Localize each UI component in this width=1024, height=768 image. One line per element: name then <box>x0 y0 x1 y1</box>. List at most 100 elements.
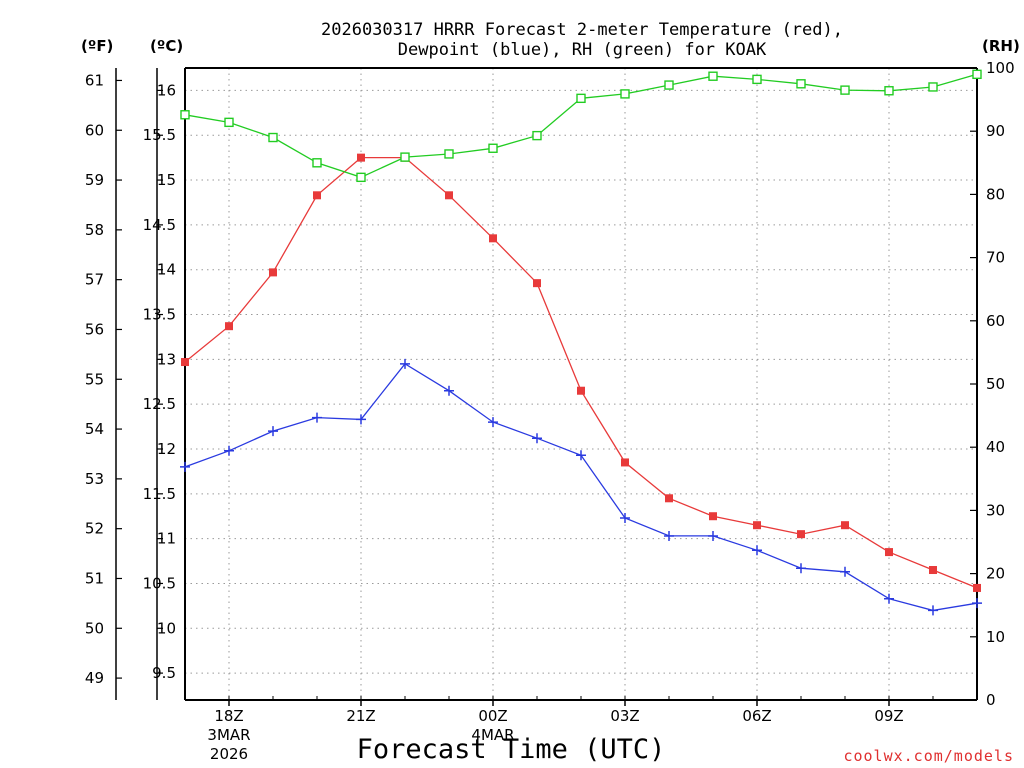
rh-tick-label: 20 <box>986 565 1005 583</box>
rh-point <box>532 130 542 141</box>
rh-tick-label: 0 <box>986 691 996 709</box>
celsius-axis-unit: (ºC) <box>150 37 183 55</box>
temperature-point <box>665 494 673 503</box>
dewpoint-point <box>224 445 234 456</box>
dewpoint-point <box>356 414 366 425</box>
rh-point <box>180 110 190 120</box>
x-axis-label: Forecast Time (UTC) <box>357 734 666 765</box>
fahrenheit-tick-label: 51 <box>85 569 104 587</box>
dewpoint-point <box>400 358 410 369</box>
rh-tick-label: 10 <box>986 628 1005 646</box>
temperature-point <box>181 358 189 367</box>
rh-point <box>312 158 322 168</box>
celsius-tick-label: 12 <box>157 440 176 458</box>
celsius-tick-label: 10 <box>157 619 176 637</box>
fahrenheit-tick-label: 59 <box>85 171 104 189</box>
fahrenheit-tick-label: 49 <box>85 669 104 687</box>
x-tick-label: 06Z <box>742 707 771 725</box>
dewpoint-point <box>884 593 894 604</box>
chart-title: 2026030317 HRRR Forecast 2-meter Tempera… <box>321 20 843 60</box>
fahrenheit-tick-label: 56 <box>85 320 104 338</box>
temperature-point <box>445 191 453 200</box>
celsius-tick-label: 9.5 <box>152 664 176 682</box>
temperature-point <box>225 322 233 331</box>
rh-point <box>488 143 498 153</box>
x-tick-label: 21Z <box>346 707 375 725</box>
rh-tick-label: 80 <box>986 185 1005 203</box>
grid-lines <box>185 68 977 700</box>
rh-point <box>928 82 938 92</box>
celsius-tick-label: 10.5 <box>143 574 176 592</box>
celsius-tick-label: 16 <box>157 81 176 99</box>
rh-point <box>664 80 674 90</box>
dewpoint-point <box>576 450 586 461</box>
celsius-tick-label: 13 <box>157 350 176 368</box>
rh-tick-label: 50 <box>986 375 1005 393</box>
celsius-tick-label: 15 <box>157 171 176 189</box>
temperature-point <box>709 512 717 521</box>
dewpoint-point <box>312 412 322 423</box>
rh-point <box>972 69 982 80</box>
rh-tick-label: 30 <box>986 501 1005 519</box>
temperature-point <box>269 268 277 277</box>
rh-tick-label: 70 <box>986 249 1005 267</box>
dewpoint-point <box>444 385 454 396</box>
x-tick-date-label: 2026 <box>210 745 248 763</box>
fahrenheit-tick-label: 54 <box>85 420 104 438</box>
rh-axis-unit: (RH) <box>982 37 1020 55</box>
dewpoint-point <box>752 545 762 556</box>
dewpoint-point <box>840 566 850 577</box>
temperature-point <box>841 521 849 530</box>
axes: 9.5 10 10.5 11 11.5 12 12.5 13 13.5 14 14.5 15 15.5 1… <box>85 59 1015 763</box>
credit-text: coolwx.com/models <box>843 747 1014 765</box>
x-tick-label: 09Z <box>874 707 903 725</box>
dewpoint-point <box>488 417 498 428</box>
temperature-point <box>973 583 981 592</box>
rh-point <box>884 86 894 96</box>
fahrenheit-tick-label: 53 <box>85 470 104 488</box>
rh-point <box>708 71 718 81</box>
celsius-tick-label: 14.5 <box>143 216 176 234</box>
chart-title-line-1: 2026030317 HRRR Forecast 2-meter Tempera… <box>321 20 843 40</box>
fahrenheit-tick-label: 50 <box>85 619 104 637</box>
temperature-point <box>489 234 497 243</box>
rh-tick-label: 90 <box>986 122 1005 140</box>
temperature-point <box>885 548 893 557</box>
rh-point <box>268 132 278 143</box>
fahrenheit-tick-label: 61 <box>85 71 104 89</box>
temperature-point <box>797 530 805 539</box>
celsius-tick-label: 11 <box>157 530 176 548</box>
x-tick-label: 03Z <box>610 707 639 725</box>
fahrenheit-tick-label: 52 <box>85 520 104 538</box>
fahrenheit-axis-unit: (ºF) <box>81 37 113 55</box>
fahrenheit-tick-label: 58 <box>85 221 104 239</box>
chart-title-line-2: Dewpoint (blue), RH (green) for KOAK <box>398 40 767 60</box>
x-tick-label: 00Z <box>478 707 507 725</box>
x-tick-label: 18Z <box>214 707 243 725</box>
rh-point <box>620 89 630 99</box>
rh-point <box>752 74 762 85</box>
temperature-point <box>313 191 321 200</box>
fahrenheit-tick-label: 55 <box>85 370 104 388</box>
celsius-tick-label: 11.5 <box>143 485 176 503</box>
dewpoint-point <box>620 513 630 524</box>
dewpoint-point <box>796 563 806 574</box>
celsius-tick-label: 14 <box>157 261 176 279</box>
temperature-point <box>753 521 761 530</box>
rh-point <box>400 152 410 162</box>
celsius-tick-label: 13.5 <box>143 306 176 324</box>
temperature-line <box>184 156 978 589</box>
temperature-point <box>357 153 365 162</box>
rh-point <box>224 117 234 128</box>
rh-point <box>576 93 586 104</box>
fahrenheit-tick-label: 60 <box>85 121 104 139</box>
series-layer <box>180 69 982 616</box>
celsius-tick-label: 12.5 <box>143 395 176 413</box>
temperature-point <box>577 386 585 395</box>
rh-tick-label: 60 <box>986 312 1005 330</box>
dewpoint-line <box>184 362 978 612</box>
dewpoint-point <box>532 433 542 444</box>
dewpoint-point <box>708 530 718 541</box>
celsius-tick-label: 15.5 <box>143 126 176 144</box>
